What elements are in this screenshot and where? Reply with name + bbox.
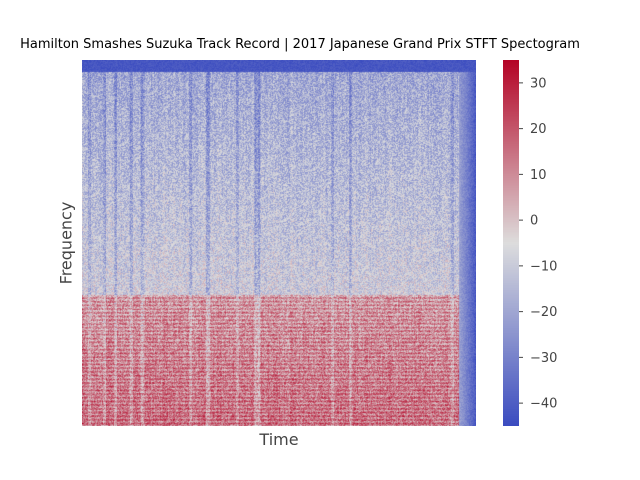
colorbar-tick-label: −10 bbox=[530, 259, 557, 274]
colorbar-axis: 30 20 10 0 −10 −20 −30 −40 bbox=[519, 76, 557, 412]
colorbar-tick-label: 10 bbox=[530, 168, 547, 183]
x-axis-label: Time bbox=[259, 430, 299, 449]
y-axis-label: Frequency bbox=[56, 201, 76, 285]
colorbar bbox=[503, 60, 519, 426]
colorbar-tick-label: 0 bbox=[530, 214, 538, 229]
chart-title: Hamilton Smashes Suzuka Track Record | 2… bbox=[20, 37, 580, 52]
colorbar-tick-label: −40 bbox=[530, 397, 557, 412]
colorbar-tick-label: 30 bbox=[530, 76, 547, 91]
colorbar-tick-label: 20 bbox=[530, 122, 547, 137]
spectrogram-heatmap bbox=[82, 60, 476, 426]
colorbar-tick-label: −30 bbox=[530, 351, 557, 366]
colorbar-tick-label: −20 bbox=[530, 305, 557, 320]
